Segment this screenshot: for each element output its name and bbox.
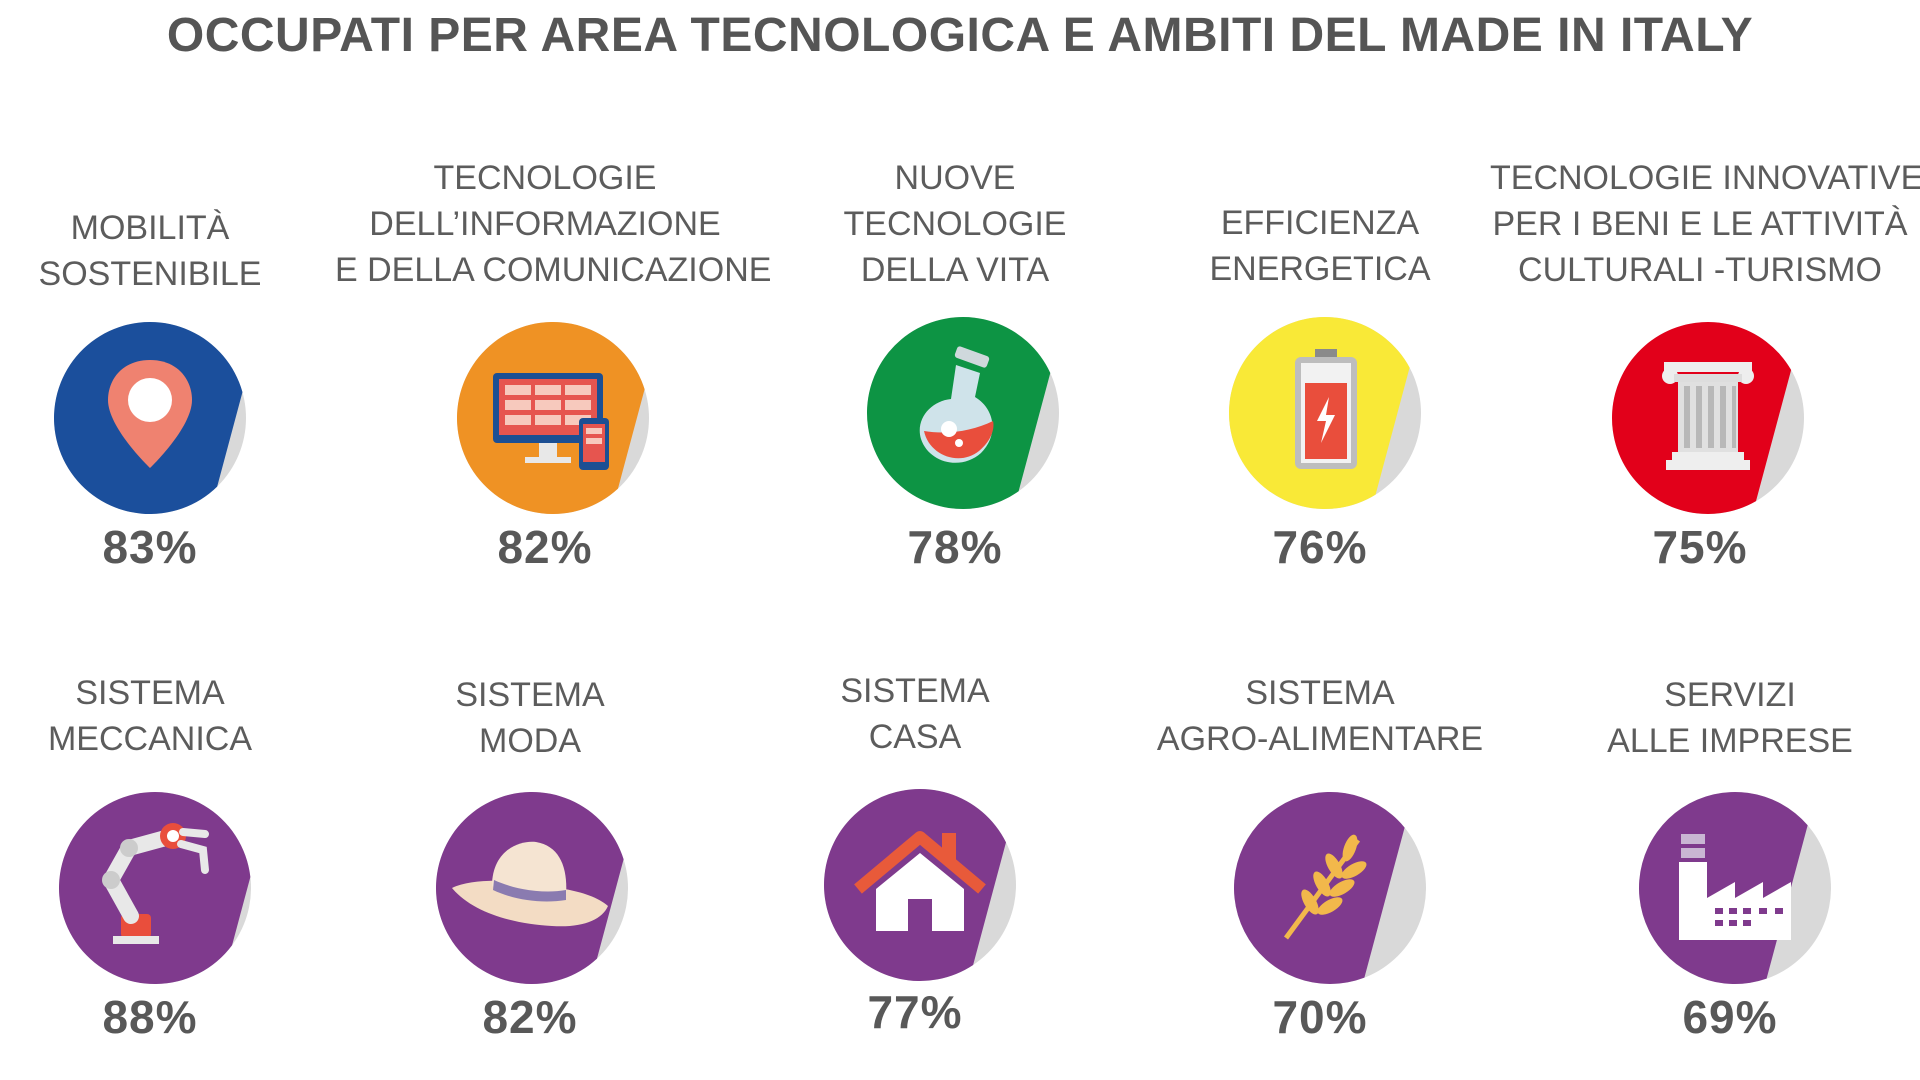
value-label: 76% (1272, 521, 1368, 573)
donut-chart (1635, 788, 1835, 988)
item-label: EFFICIENZA ENERGETICA (1209, 204, 1431, 288)
item-label: SISTEMA AGRO-ALIMENTARE (1156, 674, 1484, 758)
factory-icon (1679, 834, 1791, 940)
donut-chart (55, 788, 255, 988)
value-label: 82% (497, 521, 593, 573)
item-label: SERVIZI ALLE IMPRESE (1607, 676, 1853, 760)
value-label: 75% (1652, 521, 1748, 573)
value-slice (58, 792, 251, 984)
donut-chart (453, 318, 653, 518)
donut-svg (1234, 792, 1426, 984)
item-label: MOBILITÀ SOSTENIBILE (38, 209, 262, 293)
value-label: 88% (102, 991, 198, 1043)
donut-svg (436, 792, 628, 984)
donut-chart (50, 318, 250, 518)
item-label: SISTEMA CASA (840, 672, 990, 756)
value-label: 78% (907, 521, 1003, 573)
donut-svg (58, 792, 251, 984)
value-label: 69% (1682, 991, 1778, 1043)
value-label: 82% (482, 991, 578, 1043)
item-label: NUOVE TECNOLOGIE DELLA VITA (843, 159, 1067, 289)
value-label: 77% (867, 986, 963, 1038)
hat-icon (452, 841, 608, 927)
house-icon (854, 831, 986, 931)
donut-chart (1230, 788, 1430, 988)
donut-svg (1612, 322, 1804, 514)
donut-svg (1229, 317, 1421, 509)
robot-arm-icon (102, 823, 209, 944)
donut-svg (457, 322, 649, 514)
wheat-icon (1283, 834, 1367, 940)
donut-svg (1639, 792, 1831, 984)
value-label: 83% (102, 521, 198, 573)
value-label: 70% (1272, 991, 1368, 1043)
donut-chart (863, 313, 1063, 513)
column-icon (1662, 362, 1754, 470)
donut-chart (1225, 313, 1425, 513)
computer-devices-icon (493, 373, 609, 470)
battery-icon (1295, 349, 1357, 469)
donut-svg (54, 322, 246, 514)
item-label: SISTEMA MODA (455, 676, 605, 760)
item-label: SISTEMA MECCANICA (47, 674, 253, 758)
map-pin-icon (108, 360, 192, 468)
item-label: TECNOLOGIE INNOVATIVE PER I BENI E LE AT… (1490, 159, 1920, 289)
donut-chart (1608, 318, 1808, 518)
donut-chart (820, 785, 1020, 985)
chart-title: OCCUPATI PER AREA TECNOLOGICA E AMBITI D… (166, 9, 1754, 62)
donut-chart (432, 788, 632, 988)
item-label: TECNOLOGIE DELL’INFORMAZIONE E DELLA COM… (335, 159, 772, 289)
donut-svg (867, 317, 1059, 509)
donut-svg (824, 789, 1016, 981)
flask-icon (919, 346, 994, 463)
